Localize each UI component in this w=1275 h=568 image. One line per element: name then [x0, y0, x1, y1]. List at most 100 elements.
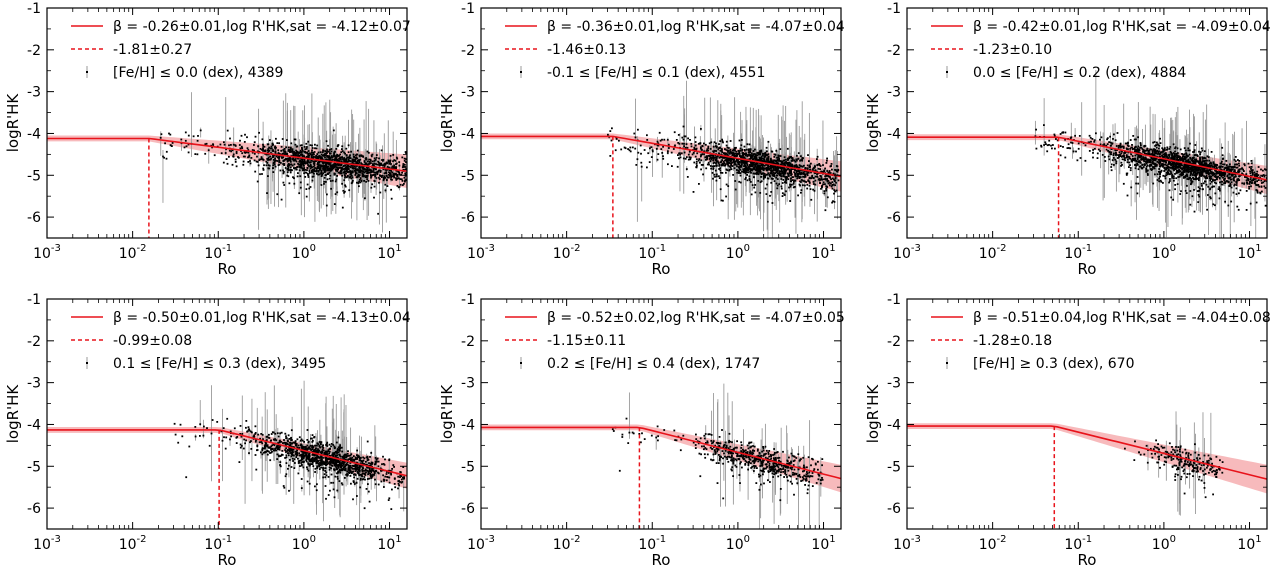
data-point	[830, 165, 832, 167]
data-point	[712, 172, 714, 174]
data-point	[722, 172, 724, 174]
data-point	[770, 191, 772, 193]
data-point	[1130, 139, 1132, 141]
data-point	[1199, 172, 1201, 174]
data-point	[289, 159, 291, 161]
data-point	[1154, 168, 1156, 170]
data-point	[1256, 180, 1258, 182]
data-point	[807, 154, 809, 156]
data-point	[370, 159, 372, 161]
data-point	[363, 180, 365, 182]
data-point	[734, 164, 736, 166]
data-point	[799, 181, 801, 183]
data-point	[784, 156, 786, 158]
data-point	[293, 151, 295, 153]
data-point	[339, 157, 341, 159]
data-point	[1169, 189, 1171, 191]
data-point	[836, 170, 838, 172]
data-point	[729, 152, 731, 154]
data-point	[227, 163, 229, 165]
data-point	[647, 152, 649, 154]
data-point	[629, 147, 631, 149]
data-point	[310, 186, 312, 188]
data-point	[738, 150, 740, 152]
data-point	[388, 174, 390, 176]
data-point	[739, 169, 741, 171]
data-point	[792, 157, 794, 159]
data-point	[1122, 158, 1124, 160]
data-point	[713, 146, 715, 148]
data-point	[659, 132, 661, 134]
data-point	[1232, 166, 1234, 168]
data-point	[731, 168, 733, 170]
data-point	[194, 153, 196, 155]
panel-top-middle: -1-2-3-4-5-610-3 10-2 10-1 100 101RologR'HKβ…	[438, 1, 845, 278]
data-point	[731, 162, 733, 164]
data-point	[747, 164, 749, 166]
data-point	[335, 168, 337, 170]
data-point	[295, 144, 297, 146]
data-point	[657, 141, 659, 143]
data-point	[1146, 149, 1148, 151]
data-point	[640, 162, 642, 164]
y-tick-label: -4	[461, 126, 475, 142]
data-point	[826, 170, 828, 172]
data-point	[724, 153, 726, 155]
data-point	[760, 158, 762, 160]
data-point	[685, 158, 687, 160]
data-point	[656, 148, 658, 150]
data-point	[750, 149, 752, 151]
data-point	[349, 170, 351, 172]
data-point	[302, 155, 304, 157]
data-point	[289, 150, 291, 152]
data-point	[760, 165, 762, 167]
data-point	[646, 139, 648, 141]
data-point	[387, 185, 389, 187]
data-point	[350, 157, 352, 159]
data-point	[238, 157, 240, 159]
data-point	[771, 151, 773, 153]
data-point	[304, 146, 306, 148]
data-point	[778, 159, 780, 161]
data-point	[1249, 183, 1251, 185]
data-point	[1165, 178, 1167, 180]
data-point	[1101, 136, 1103, 138]
data-point	[667, 150, 669, 152]
data-point	[678, 134, 680, 136]
data-point	[822, 164, 824, 166]
data-point	[802, 157, 804, 159]
data-point	[1070, 142, 1072, 144]
data-point	[649, 161, 651, 163]
data-point	[772, 202, 774, 204]
data-point	[696, 158, 698, 160]
data-point	[308, 153, 310, 155]
data-point	[831, 186, 833, 188]
data-point	[819, 182, 821, 184]
data-point	[1107, 143, 1109, 145]
data-point	[766, 193, 768, 195]
data-point	[773, 156, 775, 158]
data-point	[634, 148, 636, 150]
data-point	[324, 174, 326, 176]
data-point	[326, 194, 328, 196]
data-point	[353, 160, 355, 162]
data-point	[1111, 164, 1113, 166]
data-point	[319, 167, 321, 169]
data-point	[721, 159, 723, 161]
data-point	[797, 167, 799, 169]
data-point	[391, 172, 393, 174]
data-point	[1128, 145, 1130, 147]
data-point	[340, 171, 342, 173]
data-point	[328, 156, 330, 158]
data-point	[241, 147, 243, 149]
x-tick-label: 100	[726, 243, 750, 262]
data-point	[361, 155, 363, 157]
data-point	[835, 182, 837, 184]
data-point	[814, 165, 816, 167]
data-point	[391, 198, 393, 200]
data-point	[341, 175, 343, 177]
data-point	[814, 167, 816, 169]
data-point	[405, 151, 407, 153]
data-point	[1230, 166, 1232, 168]
data-point	[360, 177, 362, 179]
